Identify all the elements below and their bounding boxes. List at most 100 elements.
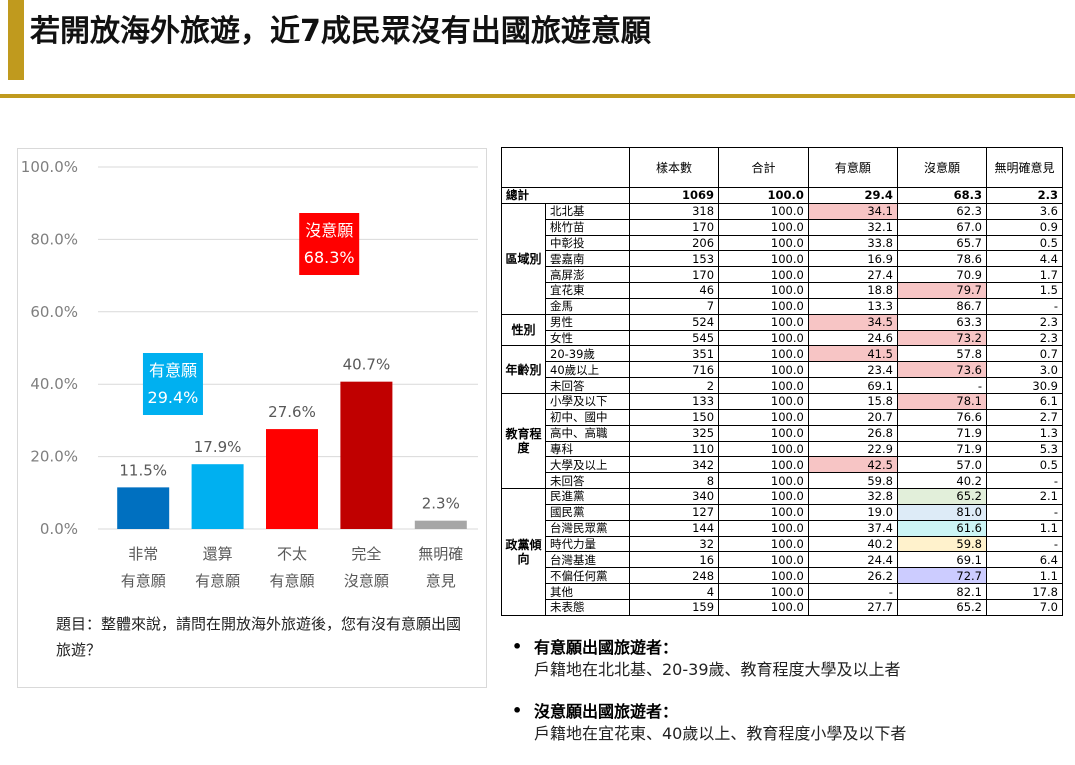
x-tick-label: 意見 [426, 572, 456, 590]
findings-notes: • 有意願出國旅遊者： 戶籍地在北北基、20-39歲、教育程度大學及以上者 • … [512, 637, 1052, 765]
table-cell: 1.1 [986, 567, 1063, 585]
table-cell: 57.8 [896, 345, 988, 363]
header-no-opinion: 無明確意見 [986, 147, 1063, 188]
y-tick-label: 60.0% [30, 303, 78, 321]
table-cell: 1.3 [986, 424, 1063, 442]
table-cell: 2.3 [986, 187, 1063, 204]
table-cell: 1.5 [986, 282, 1063, 299]
note-willing: • 有意願出國旅遊者： 戶籍地在北北基、20-39歲、教育程度大學及以上者 [512, 637, 1052, 681]
table-cell: 29.4 [807, 187, 898, 204]
table-cell: 40.2 [807, 535, 898, 553]
group-label: 年齡別 [501, 345, 546, 394]
table-cell: 20.7 [807, 408, 898, 426]
table-cell: 17.8 [986, 583, 1063, 600]
group-label: 政黨傾向 [501, 488, 546, 616]
bar-3 [266, 429, 318, 529]
row-label: 宜花東 [545, 282, 630, 299]
table-cell: 81.0 [896, 503, 988, 521]
table-cell: 0.9 [986, 218, 1063, 236]
row-label: 台灣基進 [545, 551, 630, 569]
table-cell: 100.0 [718, 345, 809, 363]
table-cell: 76.6 [896, 408, 988, 426]
table-cell: 100.0 [718, 361, 809, 379]
header-unwilling: 沒意願 [896, 147, 988, 188]
table-cell: 19.0 [807, 503, 898, 521]
x-tick-label: 有意願 [121, 572, 166, 590]
table-cell: 100.0 [718, 392, 809, 410]
table-cell: 71.9 [896, 440, 988, 458]
note-title: 沒意願出國旅遊者： [534, 702, 679, 721]
row-label: 女性 [545, 329, 630, 347]
table-cell: 73.6 [896, 361, 988, 379]
table-cell: 100.0 [718, 583, 809, 600]
table-cell: - [986, 503, 1063, 521]
table-cell: 6.4 [986, 551, 1063, 569]
annotation-box [299, 213, 360, 275]
table-cell: 69.1 [896, 551, 988, 569]
table-cell: 0.5 [986, 234, 1063, 252]
table-cell: 170 [628, 266, 720, 284]
table-cell: 33.8 [807, 234, 898, 252]
table-cell: 100.0 [718, 408, 809, 426]
table-header-blank [501, 147, 630, 188]
group-label: 性別 [501, 313, 546, 347]
row-label: 男性 [545, 313, 630, 331]
table-row: 台灣基進 16 100.0 24.4 69.1 6.4 [502, 551, 1063, 569]
table-cell: 18.8 [807, 282, 898, 299]
row-label: 未回答 [545, 472, 630, 490]
y-tick-label: 80.0% [30, 230, 78, 248]
row-label: 北北基 [545, 202, 630, 220]
annotation-value: 29.4% [148, 388, 199, 407]
table-cell: 8 [628, 472, 720, 490]
table-cell: - [896, 377, 988, 394]
table-cell: 27.4 [807, 266, 898, 284]
row-label: 中彰投 [545, 234, 630, 252]
table-cell: 2.3 [986, 329, 1063, 347]
table-row: 40歲以上 716 100.0 23.4 73.6 3.0 [502, 361, 1063, 379]
table-cell: 716 [628, 361, 720, 379]
bar-1 [117, 487, 170, 529]
table-row: 其他 4 100.0-82.1 17.8 [502, 583, 1063, 600]
row-label: 國民黨 [545, 503, 630, 521]
table-cell: 159 [628, 598, 720, 616]
row-label: 初中、國中 [545, 408, 630, 426]
table-cell: 100.0 [718, 187, 809, 204]
data-label: 27.6% [268, 403, 316, 421]
bar-chart: 0.0%20.0%40.0%60.0%80.0%100.0%11.5%非常有意願… [21, 158, 478, 590]
data-label: 11.5% [119, 461, 167, 479]
table-cell: 79.7 [896, 282, 988, 299]
row-label: 40歲以上 [545, 361, 630, 379]
table-cell: 100.0 [718, 456, 809, 474]
table-cell: 100.0 [718, 329, 809, 347]
x-tick-label: 沒意願 [344, 572, 389, 590]
x-tick-label: 非常 [128, 545, 158, 563]
table-cell: 59.8 [807, 472, 898, 490]
bar-4 [340, 381, 393, 529]
y-tick-label: 100.0% [21, 158, 78, 176]
table-cell: 69.1 [807, 377, 898, 394]
x-tick-label: 無明確 [418, 545, 463, 563]
table-row: 台灣民眾黨 144 100.0 37.4 61.6 1.1 [502, 519, 1063, 537]
table-row: 年齡別 20-39歲 351 100.0 41.5 57.8 0.7 [501, 345, 1063, 394]
x-tick-label: 還算 [203, 545, 233, 563]
page-title: 若開放海外旅遊，近7成民眾沒有出國旅遊意願 [30, 14, 651, 49]
table-cell: 100.0 [718, 250, 809, 268]
bullet: • [512, 701, 523, 720]
table-cell: 3.0 [986, 361, 1063, 379]
table-cell: 32 [628, 535, 720, 553]
header-total: 合計 [718, 147, 809, 188]
x-tick-label: 有意願 [269, 572, 314, 590]
table-cell: 6.1 [986, 392, 1063, 410]
title-accent-bar [8, 0, 24, 80]
table-cell: 0.7 [986, 345, 1063, 363]
title-divider [0, 94, 1075, 98]
table-cell: 68.3 [896, 187, 988, 204]
header-sample-size: 樣本數 [628, 147, 720, 188]
table-cell: 100.0 [718, 234, 809, 252]
table-cell: 30.9 [986, 377, 1063, 394]
table-cell: 63.3 [896, 313, 988, 331]
table-cell: 16.9 [807, 250, 898, 268]
annotation-box [142, 353, 203, 415]
table-row: 高屏澎 170 100.0 27.4 70.9 1.7 [502, 266, 1063, 284]
table-cell: 24.4 [807, 551, 898, 569]
